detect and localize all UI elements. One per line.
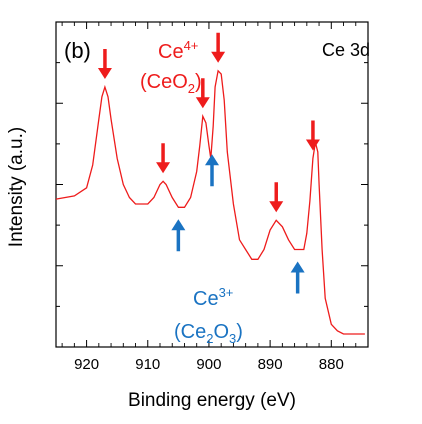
x-tick-label: 920 bbox=[74, 356, 99, 373]
arrow-head bbox=[205, 154, 219, 166]
arrow-head bbox=[171, 219, 186, 231]
x-tick-label: 900 bbox=[196, 356, 221, 373]
panel-label: (b) bbox=[64, 38, 91, 63]
x-tick-label: 910 bbox=[135, 356, 160, 373]
corner-label: Ce 3d bbox=[322, 40, 370, 60]
down-arrow-ce4 bbox=[195, 78, 210, 109]
arrow-head bbox=[195, 97, 210, 109]
down-arrow-ce4 bbox=[305, 120, 320, 151]
arrow-head bbox=[97, 68, 112, 79]
down-arrow-ce4 bbox=[156, 143, 171, 174]
arrow-head bbox=[156, 162, 171, 174]
down-arrow-ce4 bbox=[97, 49, 112, 79]
up-arrow-ce3 bbox=[290, 261, 305, 294]
x-tick-label: 890 bbox=[258, 356, 283, 373]
down-arrow-ce4 bbox=[269, 182, 284, 213]
ticks-group bbox=[56, 22, 369, 347]
annotation-ce2o3-label: (Ce2O3) bbox=[174, 321, 243, 346]
up-arrow-ce3 bbox=[171, 219, 186, 252]
y-axis-title: Intensity (a.u.) bbox=[6, 127, 27, 247]
tick-labels-group: 920 910 900 890 880 bbox=[74, 356, 344, 373]
arrow-head bbox=[211, 51, 226, 63]
arrows-group bbox=[97, 32, 320, 294]
x-tick-label: 880 bbox=[319, 356, 344, 373]
down-arrow-ce4 bbox=[211, 32, 226, 63]
annotation-ce4-label: Ce4+ bbox=[158, 38, 198, 63]
annotation-ceo2-label: (CeO2) bbox=[140, 71, 202, 96]
arrow-head bbox=[305, 139, 320, 151]
x-axis-title: Binding energy (eV) bbox=[128, 390, 296, 411]
arrow-head bbox=[290, 261, 305, 273]
up-arrow-ce3 bbox=[205, 154, 219, 187]
annotation-ce3-label: Ce3+ bbox=[193, 285, 233, 310]
arrow-head bbox=[269, 201, 284, 213]
